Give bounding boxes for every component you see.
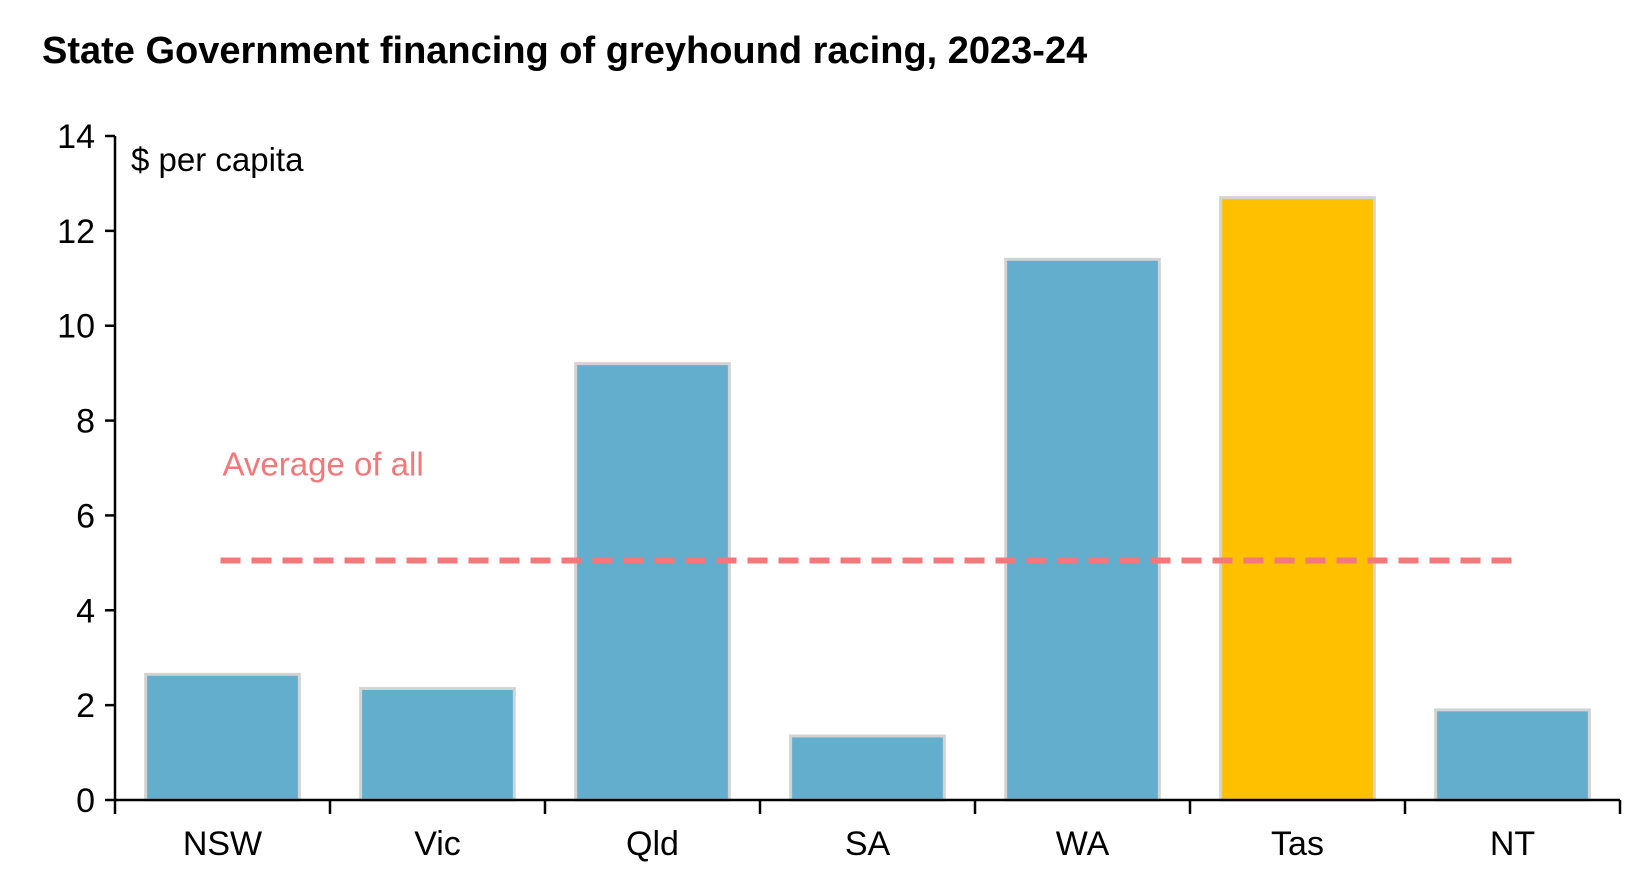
y-tick-label: 6 bbox=[76, 497, 95, 535]
y-tick-labels: 0 2 4 6 8 10 12 14 bbox=[57, 118, 95, 820]
y-tick-label: 2 bbox=[76, 687, 95, 725]
y-tick-label: 12 bbox=[57, 213, 95, 251]
x-tick-labels: NSW Vic Qld SA WA Tas NT bbox=[183, 825, 1535, 863]
x-tick-label-vic: Vic bbox=[414, 825, 461, 863]
x-tick-label-nsw: NSW bbox=[183, 825, 262, 863]
axes-group bbox=[105, 134, 1622, 814]
bar-qld bbox=[574, 362, 731, 802]
chart-title: State Government financing of greyhound … bbox=[42, 30, 1088, 72]
y-tick-label: 10 bbox=[57, 308, 95, 346]
bar-sa bbox=[789, 734, 946, 802]
x-tick-label-tas: Tas bbox=[1271, 825, 1324, 863]
y-axis-unit-label: $ per capita bbox=[131, 141, 304, 178]
bar-nt bbox=[1434, 708, 1591, 802]
y-tick-label: 4 bbox=[76, 592, 95, 630]
bars-group bbox=[144, 196, 1591, 802]
x-tick-label-nt: NT bbox=[1490, 825, 1535, 863]
y-tick-label: 8 bbox=[76, 403, 95, 441]
x-tick-label-wa: WA bbox=[1056, 825, 1110, 863]
y-tick-label: 0 bbox=[76, 782, 95, 820]
bar-vic bbox=[359, 687, 516, 802]
average-label: Average of all bbox=[223, 445, 424, 482]
bar-nsw bbox=[144, 672, 301, 802]
y-tick-label: 14 bbox=[57, 118, 95, 156]
x-tick-label-qld: Qld bbox=[626, 825, 679, 863]
bar-wa bbox=[1004, 257, 1161, 802]
x-tick-label-sa: SA bbox=[845, 825, 891, 863]
bar-tas bbox=[1219, 196, 1376, 802]
